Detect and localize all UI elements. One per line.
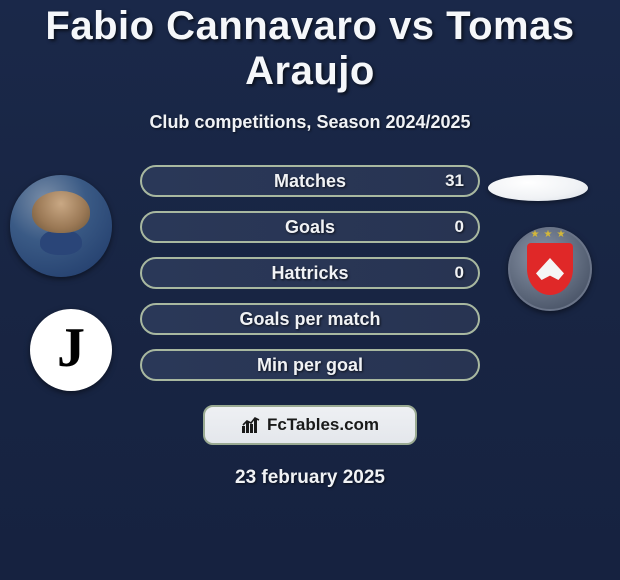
- bar-chart-icon: [241, 416, 263, 434]
- juventus-icon: J: [57, 320, 85, 376]
- stat-value-right: 0: [455, 263, 464, 283]
- stat-label: Hattricks: [271, 263, 348, 284]
- club-right-badge: ★★★: [508, 227, 592, 311]
- stat-row-goals: Goals 0: [140, 211, 480, 243]
- stat-row-matches: Matches 31: [140, 165, 480, 197]
- stats-pills: Matches 31 Goals 0 Hattricks 0 Goals per…: [140, 165, 480, 381]
- branding-badge: FcTables.com: [203, 405, 417, 445]
- page-title: Fabio Cannavaro vs Tomas Araujo: [0, 0, 620, 94]
- stat-value-right: 0: [455, 217, 464, 237]
- player-left-avatar: [10, 175, 112, 277]
- subtitle: Club competitions, Season 2024/2025: [0, 112, 620, 133]
- club-left-badge: J: [30, 309, 112, 391]
- stat-value-right: 31: [445, 171, 464, 191]
- eagle-icon: [536, 258, 564, 280]
- stat-label: Goals per match: [239, 309, 380, 330]
- stat-label: Matches: [274, 171, 346, 192]
- player-right-avatar-placeholder: [488, 175, 588, 201]
- benfica-icon: ★★★: [527, 243, 573, 295]
- stars-icon: ★★★: [531, 229, 570, 240]
- stat-row-goals-per-match: Goals per match: [140, 303, 480, 335]
- branding-label: FcTables.com: [267, 415, 379, 435]
- stat-row-hattricks: Hattricks 0: [140, 257, 480, 289]
- stat-label: Min per goal: [257, 355, 363, 376]
- date-label: 23 february 2025: [0, 467, 620, 489]
- stat-label: Goals: [285, 217, 335, 238]
- comparison-block: J ★★★ Matches 31 Goals 0 Hattricks 0 Goa…: [0, 165, 620, 489]
- stat-row-min-per-goal: Min per goal: [140, 349, 480, 381]
